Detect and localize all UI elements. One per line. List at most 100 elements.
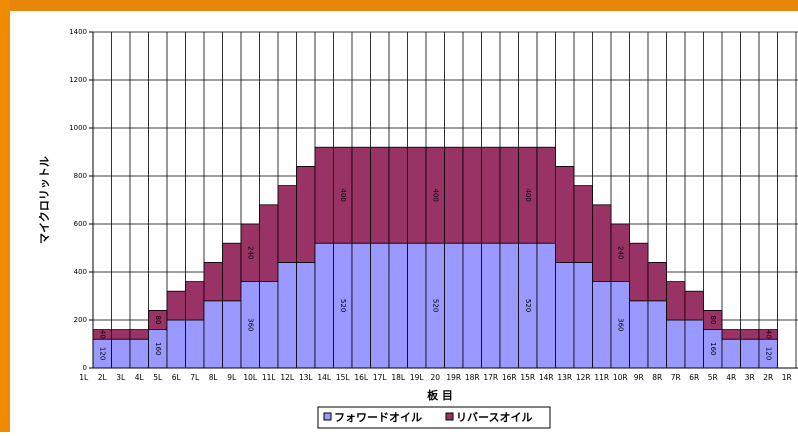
x-tick-label: 10R [613,373,628,382]
bar-segment [278,262,297,368]
bar-segment [537,147,556,243]
y-tick-label: 1000 [69,124,87,132]
x-tick-label: 3L [116,373,126,382]
bar-segment [722,330,741,340]
x-tick-label: 8L [209,373,219,382]
x-axis-title: 板 目 [427,388,453,402]
x-tick-label: 6L [172,373,182,382]
y-tick-label: 0 [83,364,87,372]
y-tick-label: 400 [74,268,87,276]
bar-segment [556,262,575,368]
x-tick-label: 5L [153,373,163,382]
bar-segment [204,301,223,368]
top-strip [0,0,798,11]
x-tick-label: 7L [190,373,200,382]
x-tick-label: 15L [336,373,351,382]
x-tick-label: 16R [502,373,517,382]
bar-segment [667,320,686,368]
data-label: 80 [709,316,717,325]
bar-segment [741,339,760,368]
bar-segment [186,282,205,320]
bar-segment [500,243,519,368]
bar-segment [297,262,316,368]
x-tick-label: 12L [280,373,295,382]
x-tick-label: 12R [576,373,591,382]
x-tick-label: 11R [594,373,609,382]
bar-segment [389,147,408,243]
bar-segment [741,330,760,340]
x-tick-label: 5R [708,373,718,382]
data-label: 40 [764,330,772,339]
bar-segment [648,262,667,300]
bar-segment [593,205,612,282]
bar-segment [722,339,741,368]
data-label: 400 [339,189,347,202]
y-tick-label: 1400 [69,28,87,36]
x-tick-label: 13R [557,373,572,382]
y-tick-label: 200 [74,316,87,324]
bar-segment [352,243,371,368]
legend-label: フォワードオイル [334,411,422,424]
bar-segment [223,243,242,301]
bar-segment [574,186,593,263]
bar-segment [500,147,519,243]
data-label: 400 [431,189,439,202]
data-label: 520 [431,299,439,312]
bar-segment [260,282,279,368]
x-tick-label: 2R [763,373,773,382]
data-label: 360 [246,318,254,331]
data-label: 160 [709,342,717,355]
bar-segment [463,243,482,368]
x-tick-label: 18L [391,373,406,382]
x-tick-label: 7R [671,373,681,382]
data-label: 240 [246,246,254,259]
legend: フォワードオイルリバースオイル [318,407,550,428]
x-tick-label: 1L [79,373,89,382]
x-tick-label: 3R [745,373,755,382]
bar-segment [112,330,131,340]
bar-segment [315,243,334,368]
bar-segment [574,262,593,368]
data-label: 520 [524,299,532,312]
x-tick-label: 6R [689,373,699,382]
bar-segment [593,282,612,368]
x-tick-label: 9R [634,373,644,382]
bar-segment [352,147,371,243]
data-label: 40 [98,330,106,339]
bar-segment [445,147,464,243]
y-tick-label: 800 [74,172,87,180]
x-tick-label: 14L [317,373,332,382]
data-label: 240 [616,246,624,259]
y-axis-title: マイクロリットル [38,156,51,244]
bar-segment [315,147,334,243]
data-label: 160 [154,342,162,355]
chart: マイクロリットル 板 目 フォワードオイルリバースオイル 02004006008… [0,0,798,432]
bar-segment [167,320,186,368]
x-tick-label: 11L [262,373,277,382]
x-tick-label: 14R [539,373,554,382]
y-tick-label: 1200 [69,76,87,84]
bar-segment [463,147,482,243]
bar-segment [648,301,667,368]
bar-segment [408,147,427,243]
x-tick-label: 19R [446,373,461,382]
x-tick-label: 4L [135,373,145,382]
x-tick-label: 2L [98,373,108,382]
x-tick-label: 17R [483,373,498,382]
bar-segment [482,243,501,368]
bar-segment [389,243,408,368]
x-tick-label: 10L [243,373,258,382]
x-tick-label: 9L [227,373,237,382]
bar-segment [130,330,149,340]
left-strip [0,0,10,432]
bar-segment [371,147,390,243]
bar-segment [371,243,390,368]
data-label: 120 [98,347,106,360]
bar-segment [167,291,186,320]
bar-segment [130,339,149,368]
bar-segment [445,243,464,368]
bar-segment [630,301,649,368]
x-tick-label: 20 [430,373,440,382]
bar-segment [112,339,131,368]
bar-segment [685,291,704,320]
